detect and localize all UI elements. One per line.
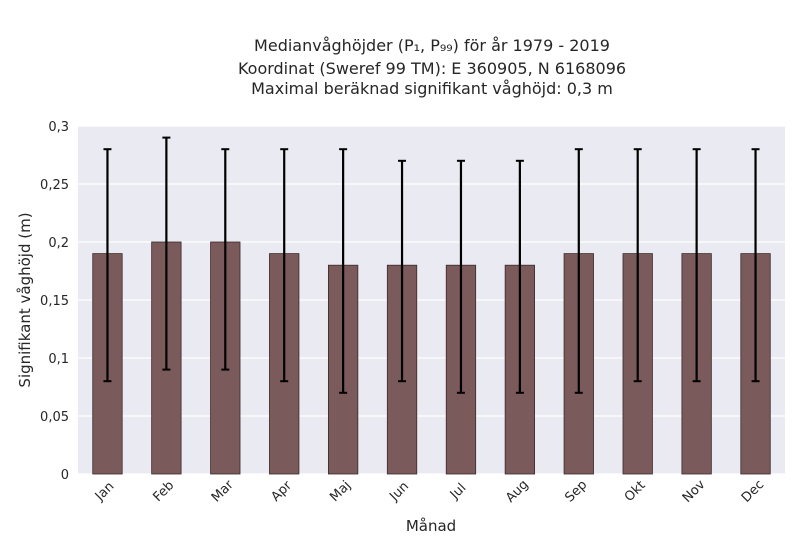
error-bar-jun (398, 159, 407, 383)
title-line-2: Koordinat (Sweref 99 TM): E 360905, N 61… (238, 59, 626, 78)
y-axis-ticks: 0 0,05 0,1 0,15 0,2 0,25 0,3 (40, 120, 69, 483)
error-bar-okt (633, 148, 642, 383)
title-line-1: Medianvåghöjder (P₁, P₉₉) för år 1979 - … (254, 36, 610, 55)
y-tick-label: 0,2 (48, 236, 69, 251)
x-tick-label: Sep (562, 478, 590, 506)
x-tick-label: Apr (268, 478, 295, 505)
x-axis-title: Månad (406, 517, 456, 535)
x-tick-label: Aug (503, 477, 532, 506)
error-bar-jul (456, 159, 465, 394)
y-tick-label: 0,25 (40, 178, 69, 193)
error-bar-apr (280, 148, 289, 383)
y-tick-label: 0,3 (48, 120, 69, 135)
gridlines (78, 125, 785, 475)
error-bar-sep (574, 148, 583, 394)
x-tick-label: Nov (680, 477, 709, 506)
y-tick-label: 0 (61, 468, 69, 483)
y-axis-title: Signifikant våghöjd (m) (16, 212, 34, 387)
error-bar-aug (515, 159, 524, 394)
x-tick-label: Feb (150, 478, 177, 505)
y-tick-label: 0,05 (40, 410, 69, 425)
chart-title: Medianvåghöjder (P₁, P₉₉) för år 1979 - … (238, 36, 626, 98)
title-line-3: Maximal beräknad signifikant våghöjd: 0,… (251, 79, 613, 98)
x-tick-label: Mar (209, 477, 237, 505)
x-axis-ticks: Jan Feb Mar Apr Maj Jun Jul Aug Sep Okt Nov Dec (92, 477, 767, 506)
x-tick-label: Dec (739, 477, 767, 505)
x-tick-label: Jun (386, 479, 412, 505)
error-bar-jan (103, 148, 112, 383)
error-bars (103, 136, 760, 394)
error-bar-mar (221, 148, 230, 371)
error-bar-maj (339, 148, 348, 394)
x-tick-label: Maj (327, 478, 354, 505)
error-bar-nov (692, 148, 701, 383)
x-tick-label: Okt (622, 478, 649, 505)
error-bar-feb (162, 136, 171, 371)
y-tick-label: 0,1 (48, 352, 69, 367)
x-tick-label: Jan (92, 479, 117, 504)
y-tick-label: 0,15 (40, 294, 69, 309)
error-bar-dec (751, 148, 760, 383)
x-tick-label: Jul (447, 481, 469, 503)
